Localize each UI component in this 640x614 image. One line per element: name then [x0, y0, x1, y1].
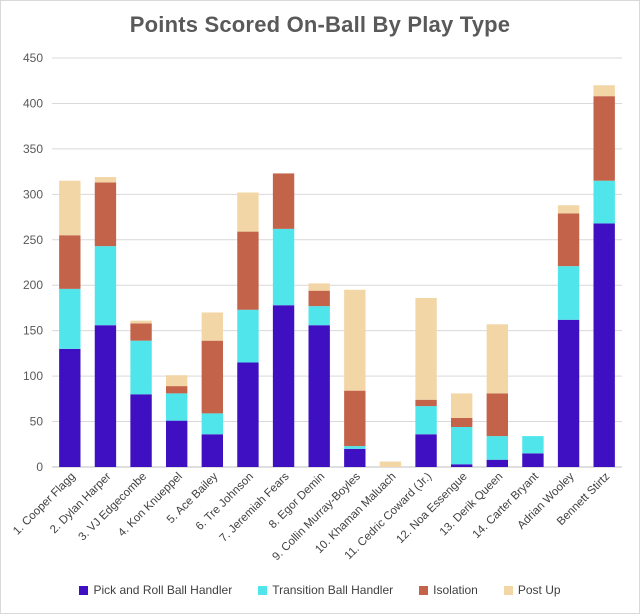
bar-segment	[557, 213, 580, 267]
legend-swatch	[79, 585, 89, 595]
y-tick-label: 150	[23, 324, 43, 338]
y-tick-label: 350	[23, 142, 43, 156]
bar-segment	[344, 448, 366, 467]
bar-segment	[166, 393, 188, 421]
bar-segment	[201, 312, 223, 341]
bar-segment	[593, 180, 615, 224]
bar-segment	[94, 325, 117, 467]
bar-segment	[344, 390, 366, 447]
bar-segment	[557, 205, 580, 214]
bar-segment	[451, 393, 473, 418]
bar-segment	[59, 235, 81, 289]
bar-segment	[415, 434, 437, 467]
x-tick-label: 2. Dylan Harper	[48, 471, 114, 537]
bar-segment	[59, 348, 81, 467]
bar-segment	[308, 306, 330, 326]
bar-segment	[166, 420, 188, 467]
legend: Pick and Roll Ball Handler Transition Bal…	[0, 583, 640, 597]
legend-item: Isolation	[419, 583, 478, 597]
bar-segment	[237, 362, 259, 467]
bar-segment	[593, 96, 615, 181]
x-tick-label: 1. Cooper Flagg	[11, 471, 78, 538]
bar-segment	[94, 177, 117, 183]
bar-segment	[451, 464, 473, 467]
legend-item: Pick and Roll Ball Handler	[79, 583, 232, 597]
bar-segment	[166, 375, 188, 387]
legend-item: Post Up	[503, 583, 561, 597]
x-tick-label: 14. Carter Bryant	[471, 470, 542, 541]
legend-swatch	[419, 585, 429, 595]
grid-layer	[52, 57, 622, 468]
legend-label: Isolation	[433, 583, 478, 597]
bar-segment	[201, 340, 223, 414]
bar-segment	[557, 266, 580, 320]
bar-segment	[486, 459, 508, 467]
x-tick-label: 3. VJ Edgecombe	[77, 471, 150, 544]
bar-segment	[593, 85, 615, 97]
bar-segment	[94, 246, 117, 326]
bar-segment	[486, 436, 508, 460]
y-tick-label: 300	[23, 187, 43, 201]
bar-segment	[237, 192, 259, 232]
bar-segment	[451, 417, 473, 428]
bar-segment	[59, 180, 81, 236]
bar-segment	[593, 223, 615, 467]
bar-segment	[557, 319, 580, 467]
y-tick-label: 400	[23, 96, 43, 110]
bar-segment	[130, 323, 152, 341]
legend-swatch	[258, 585, 268, 595]
y-tick-label: 0	[36, 460, 43, 474]
bar-segment	[201, 413, 223, 435]
bar-segment	[522, 436, 544, 454]
bar-segment	[379, 461, 402, 467]
bar-segment	[166, 386, 188, 394]
x-tick-label: 4. Kon Knueppel	[116, 471, 185, 540]
bar-segment	[130, 320, 152, 324]
bar-segment	[272, 173, 295, 229]
bar-segment	[308, 290, 330, 307]
bar-segment	[59, 288, 81, 349]
bar-segment	[308, 325, 330, 467]
bar-segment	[344, 289, 366, 391]
bar-segment	[451, 427, 473, 465]
legend-label: Transition Ball Handler	[272, 583, 394, 597]
bar-segment	[237, 309, 259, 363]
bar-segment	[415, 399, 437, 407]
bar-segment	[415, 297, 437, 400]
y-tick-label: 200	[23, 278, 43, 292]
y-tick-label: 250	[23, 233, 43, 247]
bars-layer	[59, 85, 615, 467]
bar-segment	[486, 393, 508, 437]
bar-segment	[486, 324, 508, 394]
bar-segment	[272, 228, 295, 306]
bar-segment	[415, 406, 437, 435]
bar-segment	[201, 434, 223, 467]
bar-segment	[522, 453, 544, 467]
y-tick-label: 100	[23, 369, 43, 383]
x-tick-label: 13. Derik Queen	[438, 471, 506, 539]
bar-segment	[130, 340, 152, 395]
bar-segment	[94, 182, 117, 247]
chart-title: Points Scored On-Ball By Play Type	[129, 12, 511, 37]
bar-segment	[272, 305, 295, 467]
y-tick-label: 450	[23, 51, 43, 65]
bar-segment	[237, 231, 259, 310]
legend-swatch	[503, 585, 513, 595]
y-tick-label: 50	[30, 415, 44, 429]
bar-segment	[344, 446, 366, 449]
bar-segment	[308, 283, 330, 291]
legend-item: Transition Ball Handler	[258, 583, 393, 597]
legend-label: Post Up	[517, 583, 561, 597]
legend-label: Pick and Roll Ball Handler	[93, 583, 233, 597]
bar-segment	[130, 394, 152, 467]
